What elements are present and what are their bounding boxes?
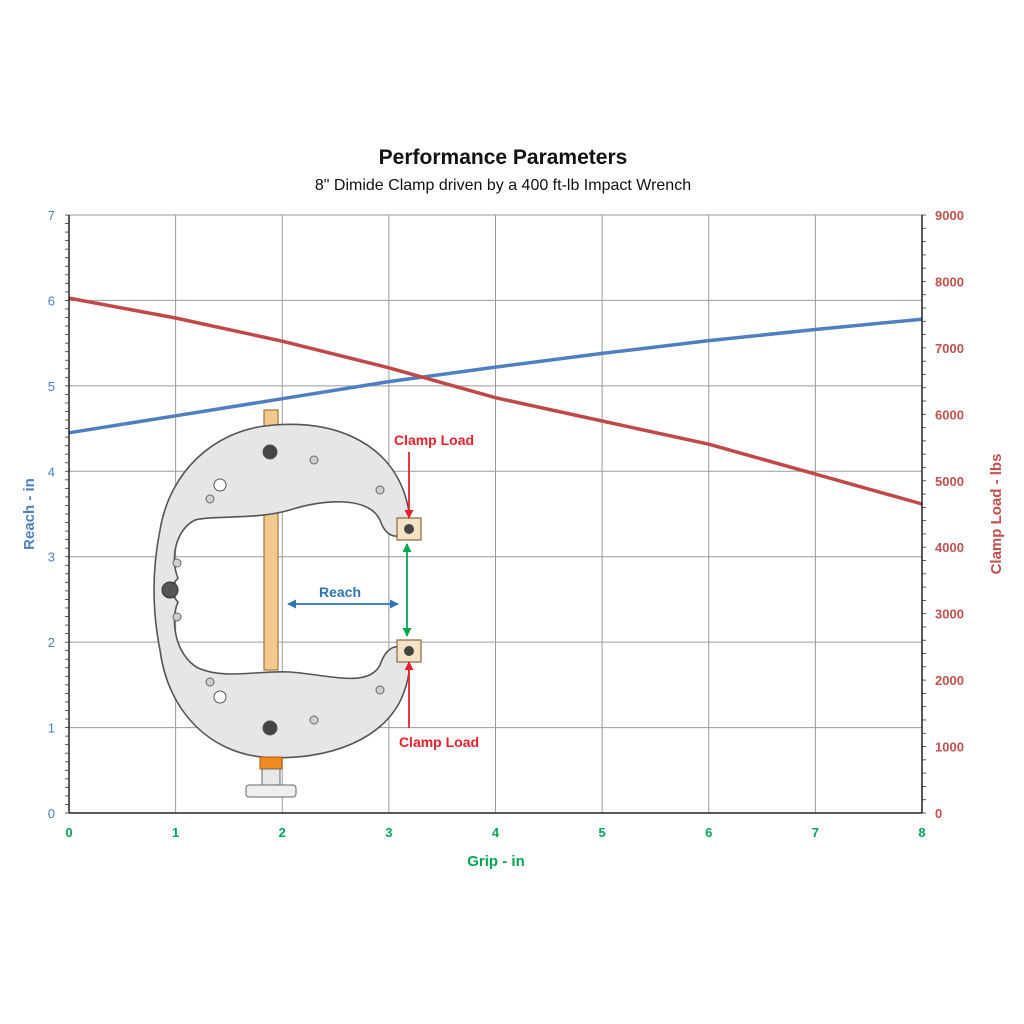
chart-subtitle: 8" Dimide Clamp driven by a 400 ft-lb Im…: [315, 177, 691, 194]
chart-title: Performance Parameters: [379, 146, 628, 169]
x-tick-label-3: 3: [385, 825, 392, 840]
x-tick-label-4: 4: [492, 825, 500, 840]
clamp-rivet: [172, 558, 182, 568]
x-tick-label-2: 2: [279, 825, 286, 840]
clamp-rivet: [205, 677, 215, 687]
x-tick-label-7: 7: [812, 825, 819, 840]
x-tick-label-8: 8: [918, 825, 925, 840]
series-line-reach: [68, 317, 923, 435]
clamp-rivet: [309, 715, 319, 725]
y-left-tick-label-6: 6: [48, 293, 55, 308]
y-left-tick-label-1: 1: [48, 721, 55, 736]
y-right-tick-label-8: 8000: [935, 274, 964, 289]
clamp-hole: [262, 720, 278, 736]
y-right-tick-label-6: 6000: [935, 407, 964, 422]
y-right-tick-label-4: 4000: [935, 540, 964, 555]
clamp-load-top-label: Clamp Load: [394, 432, 474, 448]
y-axis-left-title: Reach - in: [21, 478, 38, 550]
clamp-stem: [261, 768, 281, 786]
y-axis-right-title: Clamp Load - lbs: [988, 454, 1005, 575]
clamp-load-bottom-label: Clamp Load: [399, 734, 479, 750]
y-right-tick-label-7: 7000: [935, 341, 964, 356]
y-right-tick-label-0: 0: [935, 806, 942, 821]
y-left-tick-label-0: 0: [48, 806, 55, 821]
x-tick-label-5: 5: [599, 825, 606, 840]
clamp-rivet: [205, 494, 215, 504]
tick-labels: 0 1 2 3 4 5 6 7 80123456701000200030004000500060…: [48, 208, 964, 840]
clamp-jaw-pin: [404, 646, 414, 656]
y-right-tick-label-5: 5000: [935, 474, 964, 489]
y-right-tick-label-9: 9000: [935, 208, 964, 223]
clamp-jaw-pin: [404, 524, 414, 534]
x-tick-label-1: 1: [172, 825, 179, 840]
clamp-handle-base: [245, 784, 297, 798]
clamp-hole: [262, 444, 278, 460]
series-line-clamp-load: [68, 296, 923, 506]
y-left-tick-label-7: 7: [48, 208, 55, 223]
y-right-tick-label-3: 3000: [935, 607, 964, 622]
clamp-nut: [259, 756, 283, 770]
y-right-tick-label-1: 1000: [935, 740, 964, 755]
clamp-frame: [153, 423, 411, 759]
reach-label: Reach: [319, 584, 361, 600]
clamp-illustration: [153, 409, 422, 798]
y-left-tick-label-5: 5: [48, 379, 55, 394]
y-right-tick-label-2: 2000: [935, 673, 964, 688]
x-tick-label-6: 6: [705, 825, 712, 840]
series-lines: [68, 296, 923, 506]
clamp-pivot: [161, 581, 179, 599]
x-axis-title: Grip - in: [467, 853, 525, 870]
y-left-tick-label-4: 4: [48, 464, 55, 479]
y-left-tick-label-3: 3: [48, 550, 55, 565]
y-left-tick-label-2: 2: [48, 635, 55, 650]
clamp-rivet: [172, 612, 182, 622]
clamp-rivet: [375, 485, 385, 495]
clamp-hole: [213, 690, 227, 704]
clamp-rivet: [309, 455, 319, 465]
x-tick-label-0: 0: [65, 825, 72, 840]
clamp-rivet: [375, 685, 385, 695]
axes: [65, 214, 926, 814]
clamp-hole: [213, 478, 227, 492]
